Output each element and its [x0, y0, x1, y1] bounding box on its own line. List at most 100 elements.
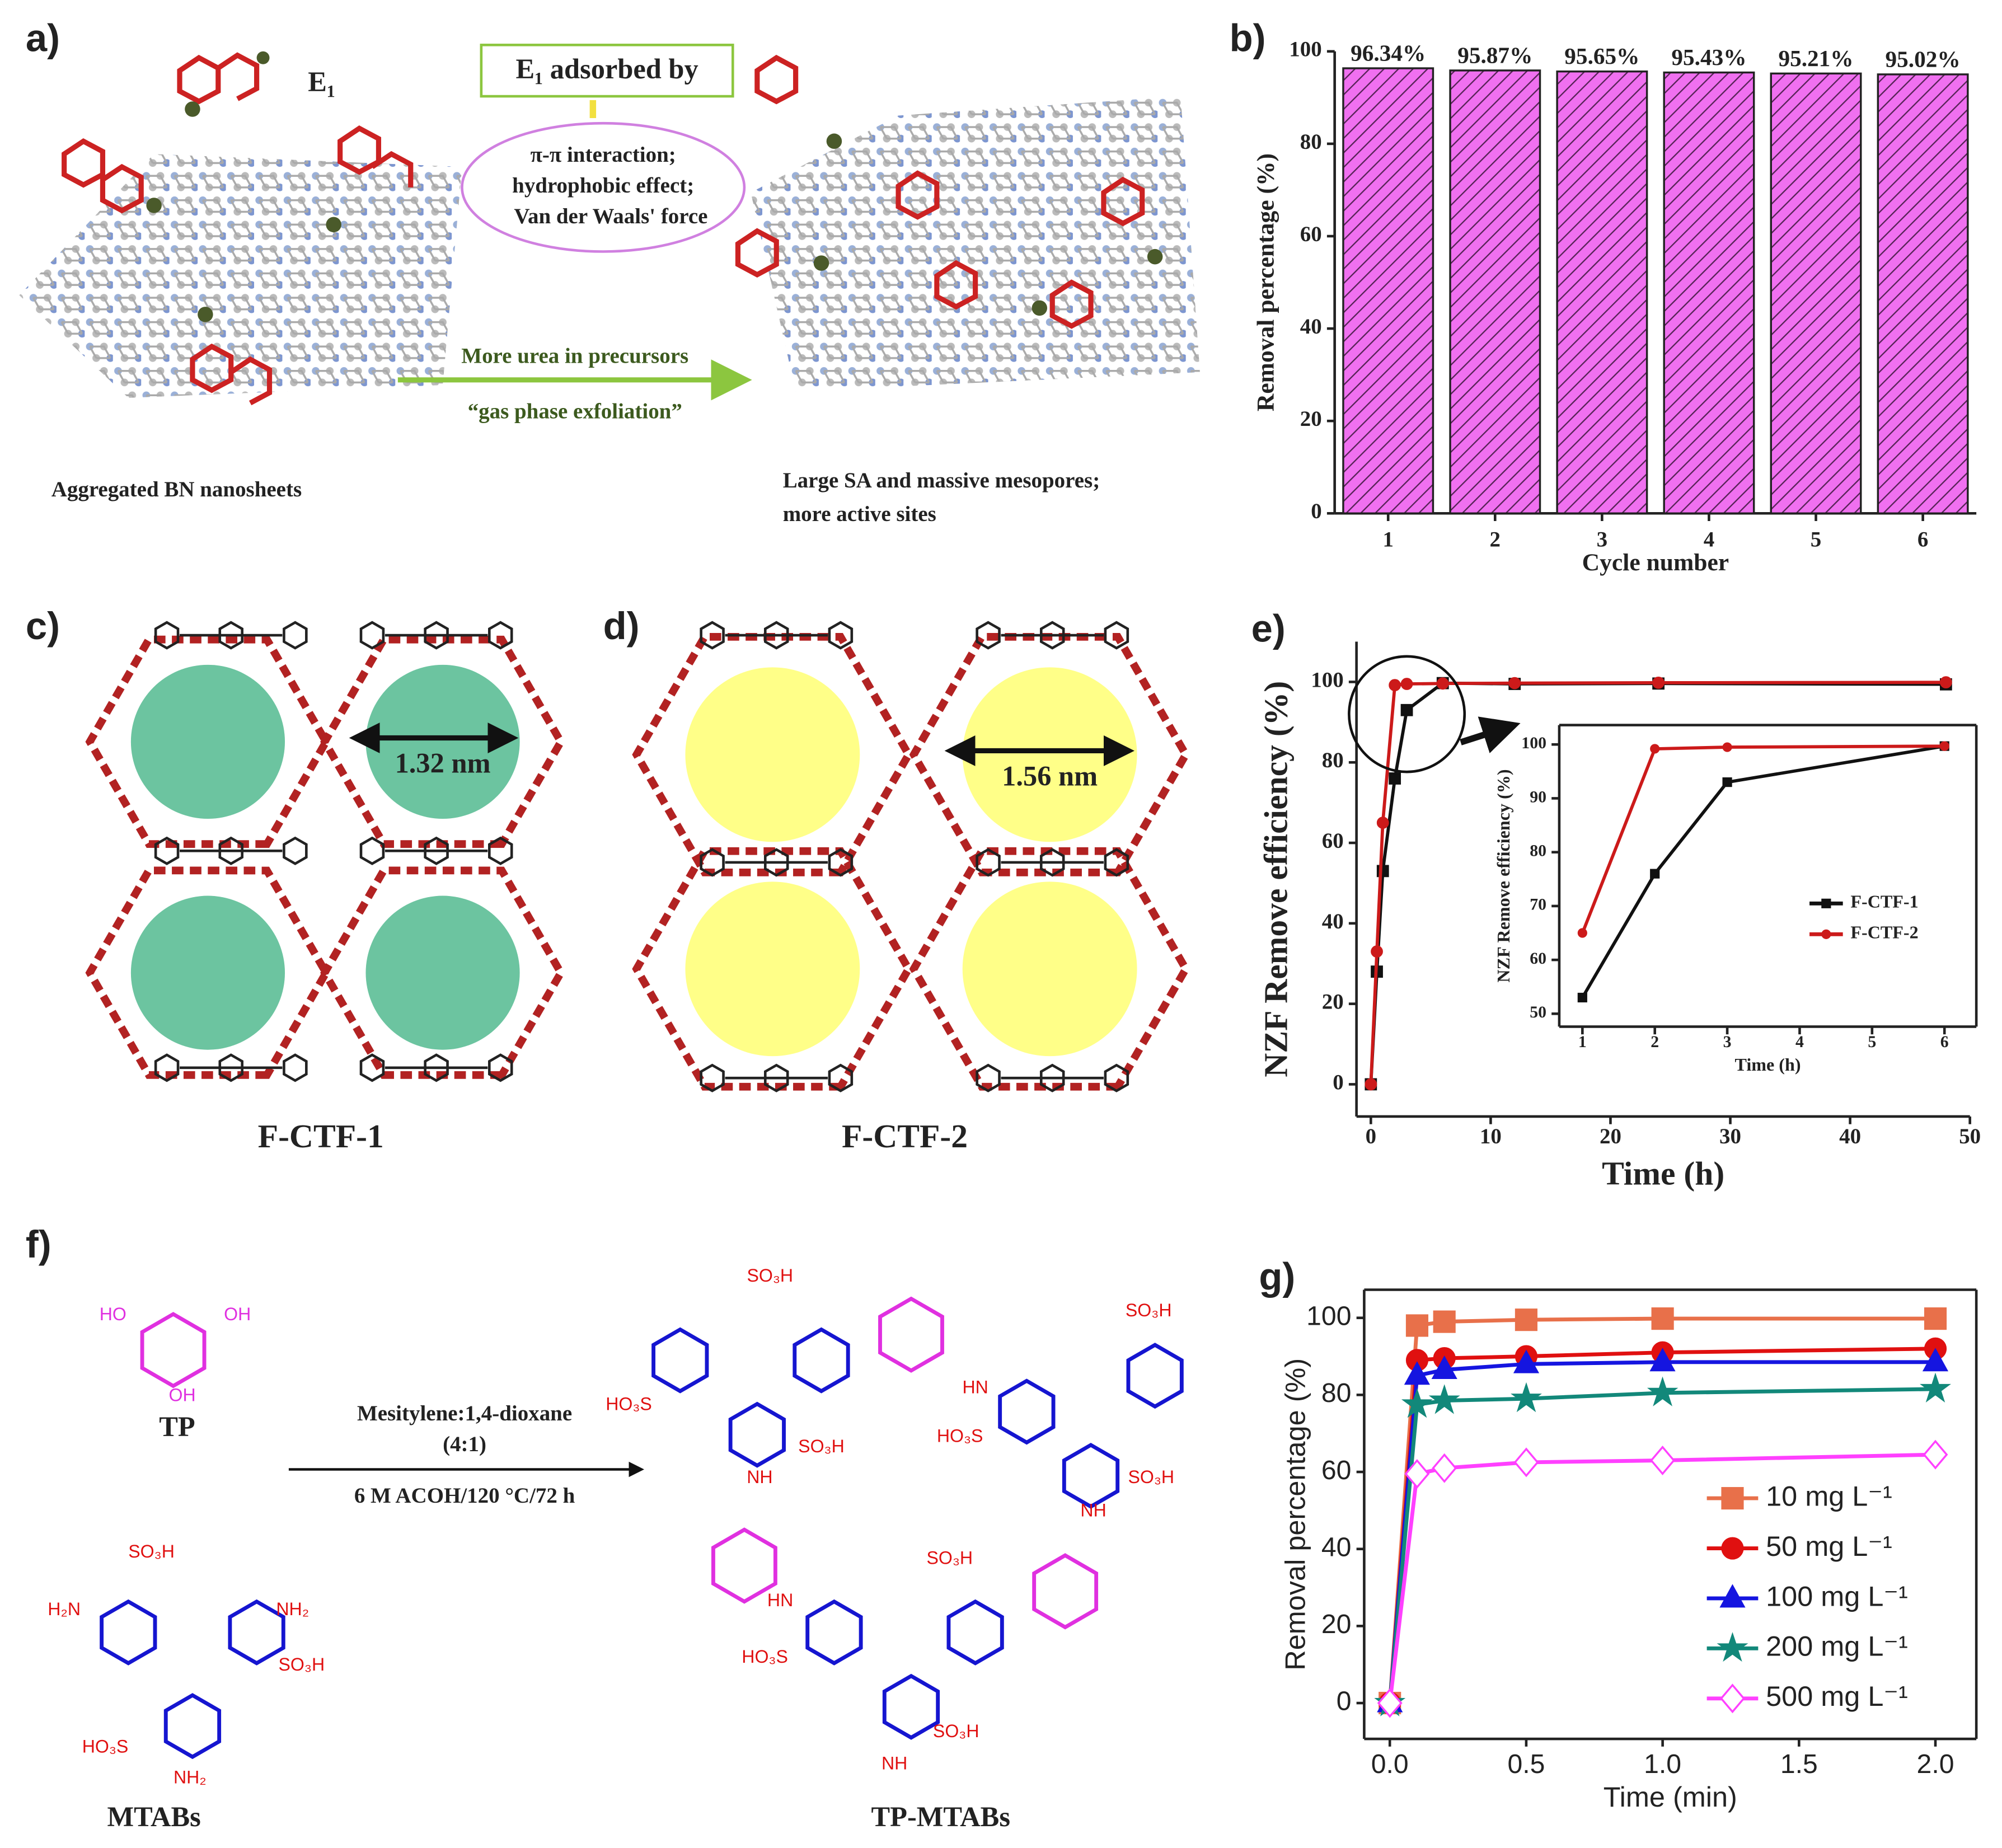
marker [1647, 1376, 1679, 1406]
panel-label: c) [26, 604, 60, 648]
marker [1400, 703, 1413, 716]
marker [1939, 741, 1949, 751]
value-label: 95.43% [1671, 44, 1746, 70]
y-tick-label: 0 [1333, 1070, 1343, 1094]
caption: Aggregated BN nanosheets [51, 477, 302, 501]
y-tick-label: 20 [1322, 990, 1344, 1014]
bar [1663, 71, 1755, 514]
caption: F-CTF-1 [258, 1118, 384, 1155]
ring [163, 1693, 222, 1760]
x-tick-label: 2 [1651, 1033, 1659, 1051]
y-tick-label: 0 [1311, 499, 1321, 523]
ring [976, 848, 1001, 877]
group: SO₃H [1126, 1300, 1172, 1320]
ring [763, 1063, 789, 1092]
inset-background [1559, 725, 1977, 1027]
marker [1720, 1683, 1745, 1714]
group: SO₃H [128, 1541, 175, 1561]
group: NH [1080, 1500, 1106, 1521]
x-axis-label: Time (h) [1602, 1155, 1724, 1192]
bubble [461, 121, 746, 253]
ring [424, 621, 449, 650]
ring [700, 621, 725, 650]
panel-f: f) TP MTABs TP-MTABs Mesitylene:1,4-diox… [26, 1223, 1174, 1832]
bar [1556, 70, 1648, 514]
ring [793, 1327, 850, 1394]
bubble-text: Van der Waals' force [514, 204, 707, 228]
pore [962, 881, 1137, 1057]
ring [424, 836, 449, 865]
ring [85, 866, 331, 1079]
series-line [1387, 1452, 1936, 1704]
marker [1821, 929, 1831, 939]
y-axis-label: NZF Remove efficiency (%) [1258, 681, 1295, 1077]
marker [1577, 992, 1587, 1003]
compound-name: MTABs [107, 1801, 201, 1832]
compound-name: TP-MTABs [871, 1801, 1010, 1832]
y-tick-label: 60 [1300, 222, 1322, 246]
marker [1513, 1349, 1540, 1373]
group: NH [882, 1753, 907, 1773]
y-tick-label: 100 [1289, 37, 1321, 62]
y-tick-label: 80 [1322, 748, 1344, 772]
marker [1821, 898, 1831, 908]
ring [359, 1053, 385, 1082]
value-label: 95.21% [1778, 45, 1853, 71]
zoom-arrow [1460, 716, 1521, 753]
marker [1722, 777, 1732, 787]
marker [1577, 928, 1587, 938]
group: HO₃S [82, 1737, 129, 1757]
marker [1923, 1439, 1948, 1470]
value-label: 95.02% [1886, 46, 1961, 72]
e1-atoms [146, 51, 1163, 322]
ring [424, 1053, 449, 1082]
arrow-text: “gas phase exfoliation” [468, 399, 682, 423]
series-line [1581, 744, 1945, 998]
group: NH₂ [174, 1767, 207, 1788]
marker [1649, 1348, 1676, 1372]
panel-label: g) [1259, 1255, 1295, 1298]
ring [100, 1599, 157, 1666]
value-label: 95.65% [1564, 43, 1639, 69]
ring [359, 621, 385, 650]
box-text: E₁ adsorbed by [515, 53, 698, 85]
panel-label: f) [26, 1223, 51, 1266]
marker [1400, 678, 1413, 690]
x-tick-label: 20 [1600, 1124, 1621, 1148]
ring [488, 1053, 513, 1082]
marker [1511, 1382, 1542, 1413]
x-tick-label: 0 [1366, 1124, 1376, 1148]
marker [1939, 676, 1952, 689]
molecule-label: E₁ [308, 66, 335, 97]
x-tick-label: 5 [1868, 1033, 1876, 1051]
ring [763, 848, 789, 877]
marker [1650, 869, 1660, 879]
zoom-circle [1348, 655, 1466, 773]
group: SO₃H [798, 1436, 845, 1456]
ring [828, 848, 854, 877]
framework [85, 621, 1190, 1092]
y-tick-label: 100 [1521, 734, 1546, 752]
ring [1032, 1553, 1099, 1630]
bubble-text: hydrophobic effect; [512, 173, 694, 198]
marker [1721, 1487, 1744, 1510]
pore-size: 1.32 nm [395, 748, 491, 779]
ring [763, 621, 789, 650]
condition: 6 M ACOH/120 °C/72 h [354, 1484, 575, 1508]
marker [1652, 676, 1665, 689]
arrow-text: More urea in precursors [461, 344, 688, 368]
x-tick-label: 2.0 [1917, 1749, 1954, 1779]
marker [1922, 1348, 1949, 1372]
ring [828, 1063, 854, 1092]
e1-molecules [62, 52, 1145, 406]
panel-label: e) [1251, 607, 1286, 650]
caption: Large SA and massive mesopores; [783, 468, 1100, 493]
y-tick-label: 40 [1322, 909, 1344, 934]
group: HO₃S [742, 1647, 788, 1667]
pore [130, 664, 285, 819]
panel-a: a) E₁ E₁ adsorbed by π-π interaction; hy… [19, 17, 1200, 526]
marker [1404, 1459, 1430, 1489]
caption: more active sites [783, 502, 936, 526]
x-tick-label: 6 [1917, 528, 1928, 552]
